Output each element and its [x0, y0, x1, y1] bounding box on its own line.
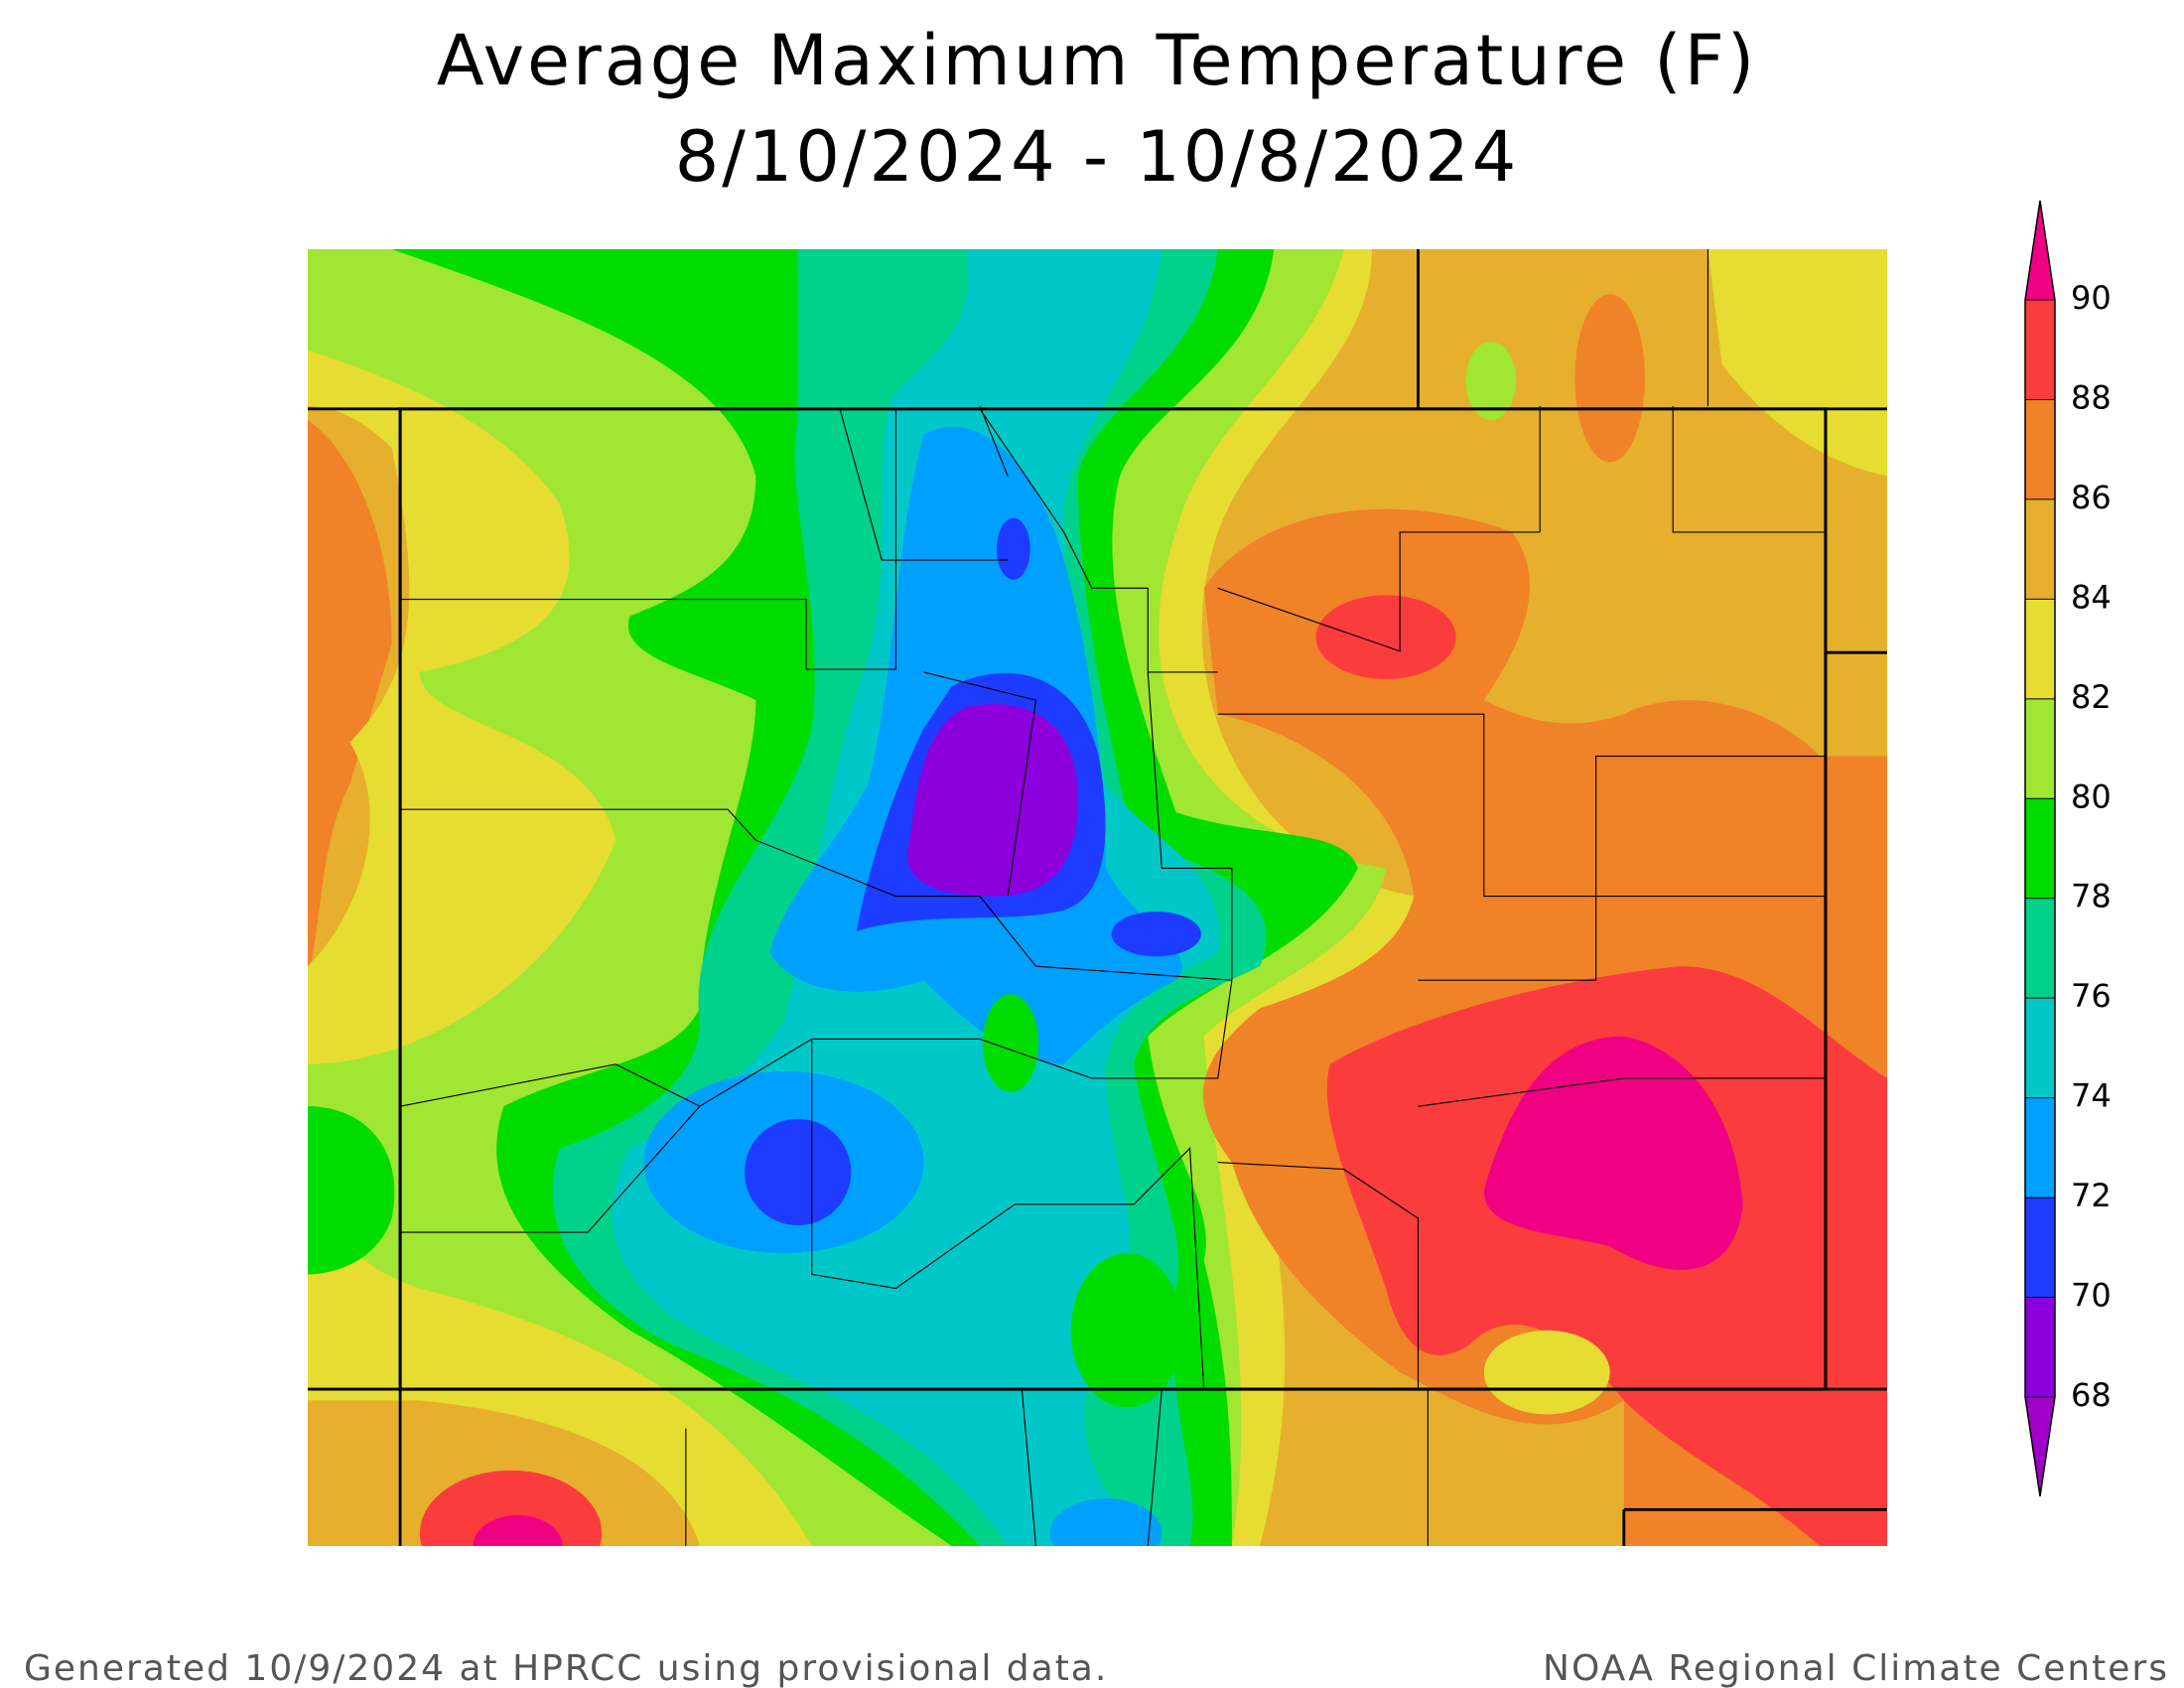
- legend-bin: [2025, 698, 2055, 799]
- legend-bin: [2025, 898, 2055, 999]
- legend-bin: [2025, 399, 2055, 499]
- legend-bin: [2025, 998, 2055, 1098]
- legend-tick-label: 84: [2071, 578, 2112, 616]
- map: [308, 249, 1887, 1546]
- legend-tick-label: 68: [2071, 1376, 2112, 1414]
- title-line: Average Maximum Temperature (F): [437, 20, 1757, 101]
- legend-bin: [2025, 300, 2055, 400]
- legend-tick-label: 80: [2071, 777, 2112, 815]
- legend-tick-label: 82: [2071, 678, 2112, 716]
- legend-bin: [2025, 498, 2055, 600]
- subtitle-line: 8/10/2024 - 10/8/2024: [675, 116, 1520, 198]
- legend-tick-label: 86: [2071, 479, 2112, 516]
- legend-bin: [2025, 1297, 2055, 1397]
- legend-bin: [2025, 798, 2055, 899]
- legend-tick-label: 78: [2071, 878, 2112, 915]
- footer-right: NOAA Regional Climate Centers: [1543, 1648, 2169, 1688]
- legend: 68 70 72 74 76 78 80 82 84 86 88 90: [2024, 200, 2112, 1497]
- footer-left: Generated 10/9/2024 at HPRCC using provi…: [24, 1648, 1108, 1688]
- legend-tick-label: 76: [2071, 977, 2112, 1015]
- legend-tick-label: 70: [2071, 1277, 2112, 1315]
- legend-tick-label: 88: [2071, 378, 2112, 416]
- legend-tick-label: 74: [2071, 1077, 2112, 1115]
- legend-tick-label: 72: [2071, 1177, 2112, 1214]
- legend-under-triangle: [2025, 1397, 2055, 1496]
- legend-over-triangle: [2025, 201, 2055, 300]
- legend-bin: [2025, 599, 2055, 699]
- legend-bin: [2025, 1097, 2055, 1198]
- legend-bin: [2025, 1197, 2055, 1298]
- legend-tick-label: 90: [2071, 279, 2112, 317]
